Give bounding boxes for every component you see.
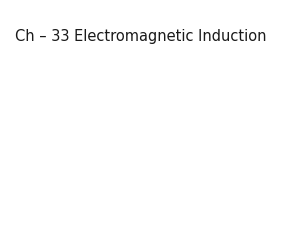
Text: Ch – 33 Electromagnetic Induction: Ch – 33 Electromagnetic Induction <box>15 29 266 44</box>
